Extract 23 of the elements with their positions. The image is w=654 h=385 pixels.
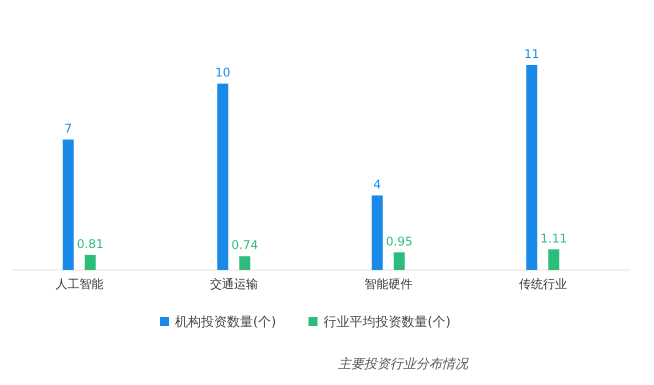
x-tick-label: 交通运输 (210, 277, 258, 291)
data-label: 0.74 (231, 238, 258, 252)
bar (526, 65, 538, 270)
x-tick-label: 传统行业 (518, 277, 567, 291)
bar (548, 249, 560, 270)
bar (62, 140, 74, 270)
data-label: 7 (64, 122, 72, 136)
data-label: 11 (524, 47, 540, 61)
data-label: 0.81 (76, 236, 104, 251)
data-label: 0.95 (386, 234, 413, 248)
legend-label: 机构投资数量(个) (175, 315, 276, 330)
data-label: 4 (373, 177, 382, 192)
data-label: 10 (215, 66, 230, 80)
data-label: 1.11 (540, 231, 568, 246)
bar (372, 195, 383, 270)
bar (394, 252, 405, 270)
bar (217, 84, 228, 270)
bar (239, 256, 250, 270)
x-tick-label: 人工智能 (55, 277, 104, 291)
x-tick-label: 智能硬件 (364, 277, 412, 291)
text: 主要投资行业分布情况 (338, 356, 469, 372)
bar (84, 254, 96, 270)
legend-label: 行业平均投资数量(个) (324, 315, 451, 330)
